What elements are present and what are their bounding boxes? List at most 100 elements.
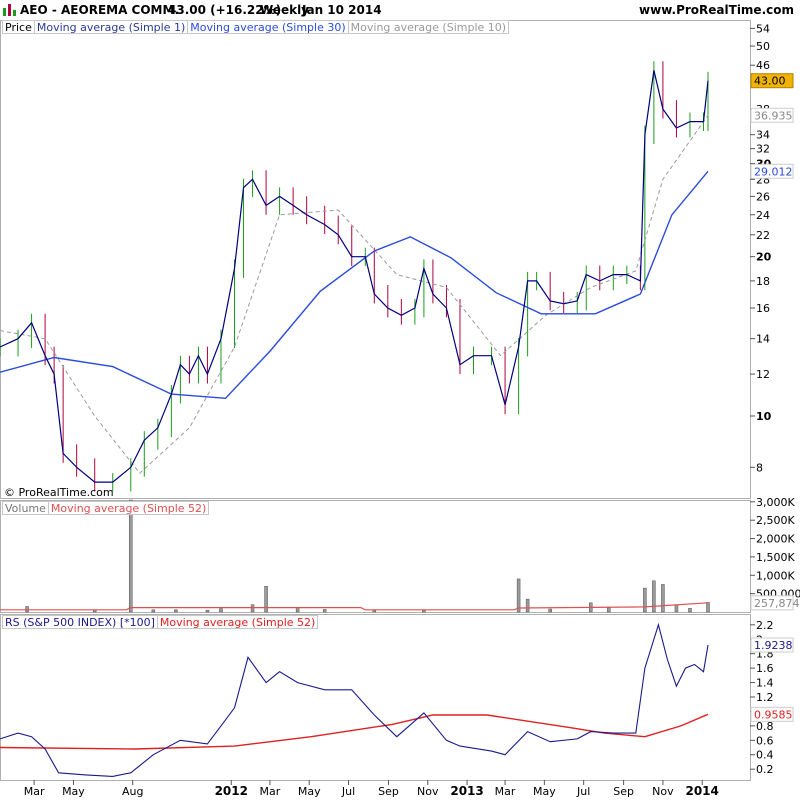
candlestick-logo-icon [2,3,18,16]
ma10-line [0,115,709,474]
rs-legend: RS (S&P 500 INDEX) [*100] Moving average… [2,615,319,629]
x-tick-label: May [62,785,85,798]
x-tick-label: Jul [576,785,590,798]
chart-date: Jan 10 2014 [302,3,382,17]
ma30-last-label-box [750,163,794,179]
volume-bar [322,609,327,613]
volume-bar [643,587,647,613]
x-tick-label: Aug [122,785,143,798]
legend-price[interactable]: Price [2,20,35,34]
timeframe-label: Weekly [260,3,310,17]
site-url[interactable]: www.ProRealTime.com [639,3,794,17]
chart-header: AEO - AEOREMA COMM. 43.00 (+16.22%) Week… [0,0,800,20]
x-tick-label: Mar [495,785,516,798]
y-tick-label: 1,000K [756,569,795,582]
y-tick-label: 2.2 [756,619,774,632]
x-tick-label: 2012 [215,784,248,798]
legend-volume-ma[interactable]: Moving average (Simple 52) [47,501,210,515]
ma30-last-label: 29.012 [754,165,793,178]
y-tick-label: 0.2 [756,763,774,776]
last-price-label: 43.00 [754,75,786,88]
volume-bar [372,609,377,613]
volume-bar [674,604,679,613]
rs-last-label: 1.9238 [754,639,793,652]
ma30-line [0,170,709,400]
y-tick-label: 14 [756,333,770,346]
volume-bar [219,608,223,613]
y-tick-label: 0.4 [756,749,774,762]
volume-bar [661,584,665,613]
copyright: © ProRealTime.com [4,486,114,499]
price-legend: Price Moving average (Simple 1) Moving a… [2,20,510,34]
y-tick-label: 10 [756,410,772,423]
volume-bar [525,598,530,613]
x-tick-label: May [533,785,556,798]
x-tick-label: Nov [417,785,439,798]
ma10-last-label-box [750,107,794,123]
x-tick-label: Mar [260,785,281,798]
y-tick-label: 0.6 [756,734,774,747]
y-tick-label: 50 [756,40,770,53]
legend-ma1[interactable]: Moving average (Simple 1) [33,20,189,34]
y-tick-label: 24 [756,209,770,222]
rs-ma-last-label: 0.9585 [754,708,793,721]
y-tick-label: 12 [756,368,770,381]
x-tick-label: 2014 [685,784,718,798]
y-tick-label: 18 [756,275,770,288]
volume-bar [151,609,156,613]
legend-rs-ma[interactable]: Moving average (Simple 52) [156,615,319,629]
rs-last-label-box [750,637,794,653]
volume-legend: Volume Moving average (Simple 52) [2,501,210,515]
x-tick-label: Sep [378,785,399,798]
volume-bar [250,604,255,613]
y-tick-label: 22 [756,229,770,242]
x-tick-label: May [298,785,321,798]
volume-bar [652,580,656,613]
y-tick-label: 1.2 [756,691,774,704]
y-tick-label: 2,500K [756,514,795,527]
y-tick-label: 2,000K [756,533,795,546]
volume-bar [548,608,552,613]
price-change: 43.00 (+16.22%) [168,3,282,17]
y-tick-label: 32 [756,143,770,156]
x-tick-label: Nov [652,785,674,798]
rs-ma-last-label-box [750,706,794,722]
volume-bar [688,608,692,613]
y-tick-label: 46 [756,59,770,72]
y-tick-label: 1.6 [756,662,774,675]
last-price-label-box [750,73,794,89]
x-tick-label: Mar [24,785,45,798]
y-tick-label: 1.4 [756,677,774,690]
y-tick-label: 20 [756,251,772,264]
volume-bar [174,609,178,613]
x-tick-label: Jul [341,785,355,798]
legend-ma30[interactable]: Moving average (Simple 30) [187,20,349,34]
y-tick-label: 26 [756,190,770,203]
panel-frame-2 [0,614,751,781]
x-tick-label: Sep [613,785,634,798]
y-tick-label: 3,000K [756,496,795,509]
rs-line [0,622,709,777]
instrument-title: AEO - AEOREMA COMM. [20,3,179,17]
price-line [0,70,709,483]
legend-rs[interactable]: RS (S&P 500 INDEX) [*100] [2,615,158,629]
volume-bar [422,609,426,613]
ma10-last-label: 36.935 [754,109,793,122]
rs-ma-line [0,713,709,750]
volume-bar [129,499,133,613]
volume-bar [205,609,210,613]
legend-volume[interactable]: Volume [2,501,49,515]
legend-ma10[interactable]: Moving average (Simple 10) [347,20,510,34]
volume-ma-last-label: 257,874 [754,597,800,610]
volume-bar [607,607,611,613]
y-tick-label: 0.8 [756,720,774,733]
x-tick-label: 2013 [450,784,483,798]
volume-bar [516,578,521,613]
y-tick-label: 8 [756,461,763,474]
y-tick-label: 16 [756,302,770,315]
panel-frame-0 [0,20,751,499]
y-tick-label: 34 [756,129,770,142]
volume-ma-last-label-box [750,595,794,611]
panel-frame-1 [0,500,751,613]
